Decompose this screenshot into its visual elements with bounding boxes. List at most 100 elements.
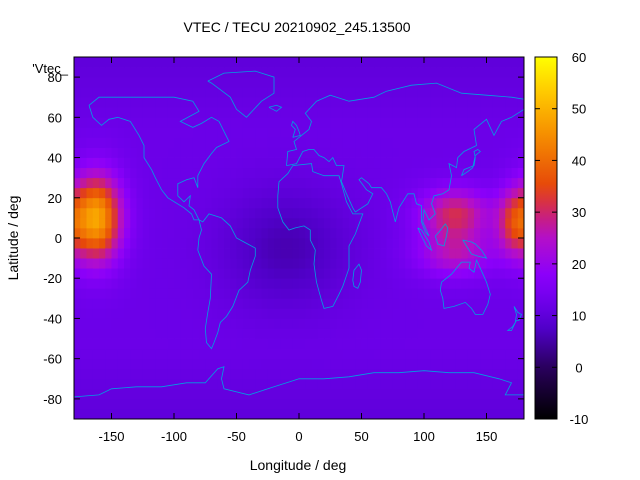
heatmap-cell <box>430 67 437 78</box>
heatmap-cell <box>117 67 125 78</box>
heatmap-cell <box>424 137 431 148</box>
heatmap-cell <box>74 67 81 78</box>
heatmap-cell <box>517 308 525 319</box>
heatmap-cell <box>336 298 344 309</box>
heatmap-cell <box>336 147 344 158</box>
heatmap-cell <box>492 258 500 269</box>
heatmap-cell <box>267 398 275 410</box>
heatmap-cell <box>511 338 519 350</box>
heatmap-cell <box>474 338 481 350</box>
heatmap-cell <box>324 368 331 380</box>
heatmap-cell <box>292 157 300 169</box>
heatmap-cell <box>236 137 244 148</box>
heatmap-cell <box>342 268 350 279</box>
heatmap-cell <box>180 157 187 169</box>
heatmap-cell <box>124 268 131 279</box>
heatmap-cell <box>111 288 119 299</box>
heatmap-cell <box>242 248 250 259</box>
heatmap-cell <box>267 408 275 420</box>
heatmap-cell <box>436 77 444 88</box>
heatmap-cell <box>486 298 494 309</box>
heatmap-cell <box>255 378 262 390</box>
heatmap-cell <box>242 268 250 279</box>
heatmap-cell <box>130 268 137 279</box>
heatmap-cell <box>467 217 475 229</box>
heatmap-cell <box>399 137 406 148</box>
heatmap-cell <box>330 57 337 68</box>
heatmap-cell <box>324 177 331 189</box>
heatmap-cell <box>511 408 519 420</box>
heatmap-cell <box>299 318 306 329</box>
heatmap-cell <box>205 368 212 380</box>
heatmap-cell <box>74 137 81 148</box>
heatmap-cell <box>242 187 250 199</box>
heatmap-cell <box>355 238 362 249</box>
heatmap-cell <box>236 288 244 299</box>
heatmap-cell <box>142 127 150 138</box>
heatmap-cell <box>480 77 487 88</box>
heatmap-cell <box>230 107 237 118</box>
heatmap-cell <box>242 107 250 118</box>
heatmap-cell <box>236 308 244 319</box>
heatmap-cell <box>355 308 362 319</box>
heatmap-cell <box>355 227 362 239</box>
heatmap-cell <box>192 137 200 148</box>
heatmap-cell <box>105 318 112 329</box>
heatmap-cell <box>261 97 269 108</box>
heatmap-cell <box>174 167 181 179</box>
heatmap-cell <box>267 197 275 209</box>
heatmap-cell <box>267 137 275 148</box>
heatmap-cell <box>186 248 194 259</box>
heatmap-cell <box>342 87 350 98</box>
heatmap-cell <box>417 57 425 68</box>
heatmap-cell <box>136 318 144 329</box>
heatmap-cell <box>461 398 469 410</box>
heatmap-cell <box>361 318 369 329</box>
heatmap-cell <box>142 117 150 128</box>
heatmap-cell <box>417 147 425 158</box>
heatmap-cell <box>192 77 200 88</box>
heatmap-cell <box>424 57 431 68</box>
heatmap-cell <box>430 197 437 209</box>
heatmap-cell <box>367 408 375 420</box>
heatmap-cell <box>442 127 450 138</box>
heatmap-cell <box>305 268 312 279</box>
heatmap-cell <box>374 338 381 350</box>
heatmap-cell <box>267 157 275 169</box>
heatmap-cell <box>355 268 362 279</box>
heatmap-cell <box>474 187 481 199</box>
heatmap-cell <box>380 67 387 78</box>
heatmap-cell <box>486 77 494 88</box>
heatmap-cell <box>211 187 219 199</box>
heatmap-cell <box>224 248 231 259</box>
heatmap-cell <box>230 187 237 199</box>
heatmap-cell <box>111 57 119 68</box>
heatmap-cell <box>517 248 525 259</box>
heatmap-cell <box>392 318 400 329</box>
heatmap-cell <box>324 97 331 108</box>
heatmap-cell <box>505 67 512 78</box>
heatmap-cell <box>480 398 487 410</box>
heatmap-cell <box>436 408 444 420</box>
heatmap-cell <box>136 248 144 259</box>
heatmap-cell <box>192 278 200 289</box>
heatmap-cell <box>349 127 356 138</box>
heatmap-cell <box>324 217 331 229</box>
x-axis: -150 -100 -50 0 50 100 150 <box>98 57 497 444</box>
heatmap-cell <box>74 338 81 350</box>
heatmap-cell <box>311 408 319 420</box>
heatmap-cell <box>217 388 225 400</box>
heatmap-cell <box>367 378 375 390</box>
heatmap-cell <box>367 368 375 380</box>
heatmap-cell <box>286 398 294 410</box>
heatmap-cell <box>505 197 512 209</box>
heatmap-cell <box>167 408 175 420</box>
heatmap-cell <box>405 227 412 239</box>
heatmap-cell <box>86 117 94 128</box>
heatmap-cell <box>492 87 500 98</box>
heatmap-cell <box>411 238 419 249</box>
heatmap-cell <box>386 398 394 410</box>
heatmap-cell <box>517 298 525 309</box>
heatmap-cell <box>386 268 394 279</box>
heatmap-cell <box>217 227 225 239</box>
